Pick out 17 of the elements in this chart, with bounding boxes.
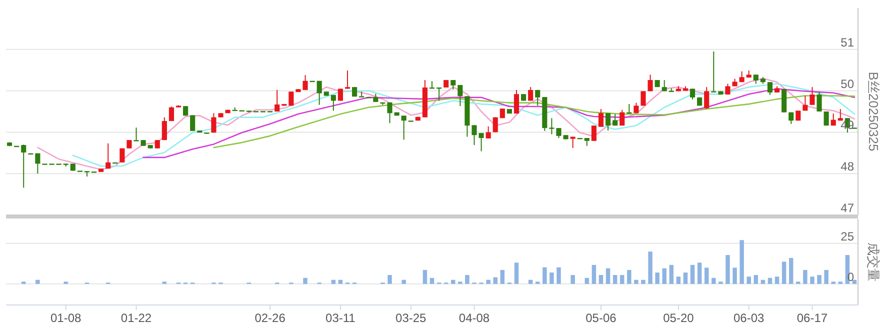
x-tick-label: 03-25: [396, 311, 427, 325]
x-tick-label: 03-11: [326, 311, 356, 325]
x-tick-label: 01-08: [50, 311, 82, 325]
x-tick-label: 02-26: [254, 311, 286, 325]
x-tick-label: 06-17: [796, 311, 828, 325]
y-axis-title: B丝20250325: [866, 72, 881, 152]
x-tick-label: 05-20: [663, 311, 694, 325]
x-tick-label: 01-22: [120, 311, 152, 325]
y-tick-label: 51: [840, 35, 854, 50]
x-tick-label: 04-08: [458, 311, 490, 325]
x-tick-label: 05-06: [586, 311, 617, 325]
y-tick-label: 48: [840, 160, 854, 174]
y-tick-label: 50: [840, 76, 854, 91]
y-tick-label: 25: [840, 229, 854, 244]
y-axis-title: 成交量: [866, 242, 881, 282]
y-tick-label: 47: [840, 201, 854, 215]
x-tick-label: 06-03: [734, 311, 765, 325]
